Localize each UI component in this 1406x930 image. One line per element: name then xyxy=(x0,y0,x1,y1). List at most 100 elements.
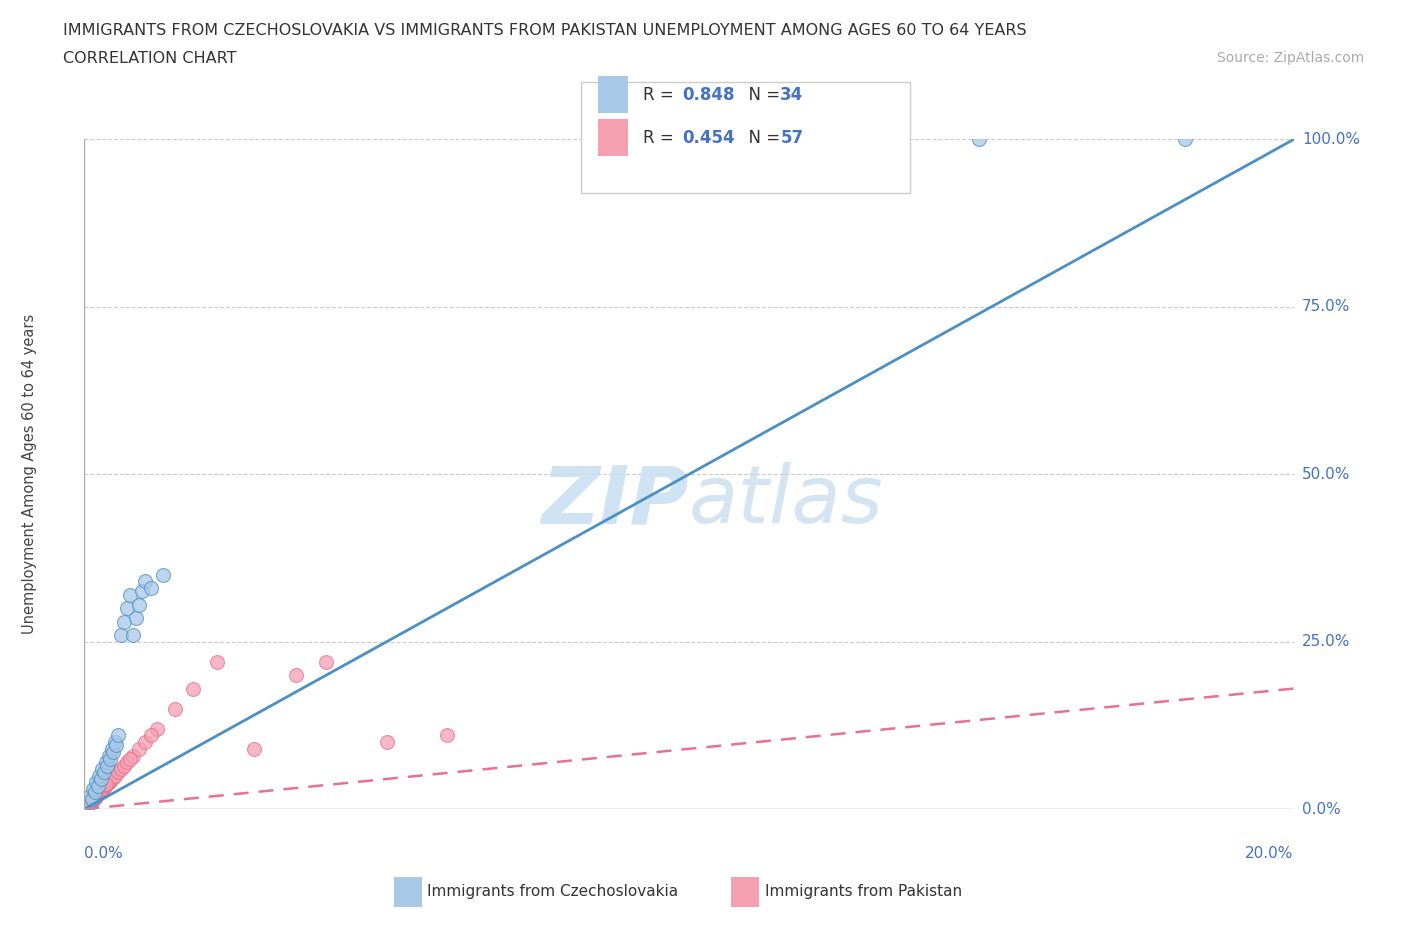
Point xyxy=(110,628,132,643)
Text: 57: 57 xyxy=(780,128,803,147)
Point xyxy=(134,574,156,589)
Point xyxy=(76,798,98,813)
Point xyxy=(79,796,101,811)
Point xyxy=(86,789,108,804)
Point xyxy=(315,655,337,670)
Point xyxy=(118,751,141,766)
Text: 0.848: 0.848 xyxy=(682,86,734,104)
Point xyxy=(134,735,156,750)
Point xyxy=(104,768,127,783)
Point xyxy=(89,768,111,783)
Point xyxy=(94,779,117,794)
Point xyxy=(181,681,204,696)
Point xyxy=(207,655,229,670)
Point xyxy=(90,783,112,798)
Point xyxy=(97,748,120,763)
Point xyxy=(146,722,169,737)
Point xyxy=(125,611,148,626)
Point xyxy=(165,701,187,716)
Point xyxy=(115,755,138,770)
Text: 50.0%: 50.0% xyxy=(1302,467,1350,482)
Point xyxy=(131,584,153,599)
Point xyxy=(90,772,112,787)
Text: 100.0%: 100.0% xyxy=(1302,132,1360,147)
Point xyxy=(86,788,108,803)
Point xyxy=(103,769,125,784)
Point xyxy=(94,777,117,791)
Point xyxy=(80,793,103,808)
Point xyxy=(96,758,118,773)
Point xyxy=(79,789,101,804)
Point xyxy=(96,777,118,791)
Point xyxy=(100,741,122,756)
Point xyxy=(82,781,104,796)
Point xyxy=(89,785,111,800)
Point xyxy=(98,774,121,789)
Point xyxy=(94,777,117,792)
Text: 20.0%: 20.0% xyxy=(1246,846,1294,861)
Point xyxy=(152,567,174,582)
Point xyxy=(79,795,101,810)
Text: Unemployment Among Ages 60 to 64 years: Unemployment Among Ages 60 to 64 years xyxy=(22,314,38,634)
Point xyxy=(75,800,97,815)
Point xyxy=(110,762,132,777)
Point xyxy=(98,751,121,766)
Point xyxy=(967,132,990,147)
Text: CORRELATION CHART: CORRELATION CHART xyxy=(63,51,236,66)
Text: 0.454: 0.454 xyxy=(682,128,734,147)
Point xyxy=(76,799,98,814)
Point xyxy=(128,741,150,756)
Point xyxy=(75,801,97,816)
Point xyxy=(1174,132,1197,147)
Point xyxy=(100,772,122,787)
Text: R =: R = xyxy=(643,86,679,104)
Point xyxy=(118,588,141,603)
Point xyxy=(121,748,143,763)
Point xyxy=(83,790,105,805)
Point xyxy=(87,786,110,801)
Point xyxy=(77,797,100,812)
Point xyxy=(77,796,100,811)
Point xyxy=(93,764,115,779)
Point xyxy=(90,782,112,797)
Text: N =: N = xyxy=(738,128,786,147)
Text: IMMIGRANTS FROM CZECHOSLOVAKIA VS IMMIGRANTS FROM PAKISTAN UNEMPLOYMENT AMONG AG: IMMIGRANTS FROM CZECHOSLOVAKIA VS IMMIGR… xyxy=(63,23,1026,38)
Text: 0.0%: 0.0% xyxy=(1302,802,1340,817)
Text: N =: N = xyxy=(738,86,786,104)
Point xyxy=(86,775,108,790)
Text: atlas: atlas xyxy=(689,462,884,540)
Point xyxy=(139,580,162,595)
Point xyxy=(86,787,108,802)
Point xyxy=(89,784,111,799)
Text: Immigrants from Pakistan: Immigrants from Pakistan xyxy=(765,884,962,899)
Point xyxy=(139,728,162,743)
Point xyxy=(436,728,458,743)
Point xyxy=(90,784,112,799)
Point xyxy=(91,781,114,796)
Point xyxy=(104,738,127,753)
Point xyxy=(76,798,98,813)
Point xyxy=(112,758,135,773)
Point xyxy=(83,790,105,805)
Point xyxy=(375,735,398,750)
Point xyxy=(128,597,150,612)
Text: Immigrants from Czechoslovakia: Immigrants from Czechoslovakia xyxy=(427,884,679,899)
Point xyxy=(86,778,108,793)
Point xyxy=(84,790,107,804)
Point xyxy=(80,791,103,806)
Point xyxy=(77,798,100,813)
Point xyxy=(97,775,120,790)
Text: 25.0%: 25.0% xyxy=(1302,634,1350,649)
Text: Source: ZipAtlas.com: Source: ZipAtlas.com xyxy=(1216,51,1364,65)
Point xyxy=(77,795,100,810)
Point xyxy=(84,789,107,804)
Point xyxy=(284,668,308,683)
Point xyxy=(91,762,114,777)
Point xyxy=(121,628,143,643)
Text: R =: R = xyxy=(643,128,679,147)
Point xyxy=(94,755,117,770)
Point xyxy=(84,785,107,800)
Point xyxy=(82,793,104,808)
Point xyxy=(242,741,264,756)
Point xyxy=(82,792,104,807)
